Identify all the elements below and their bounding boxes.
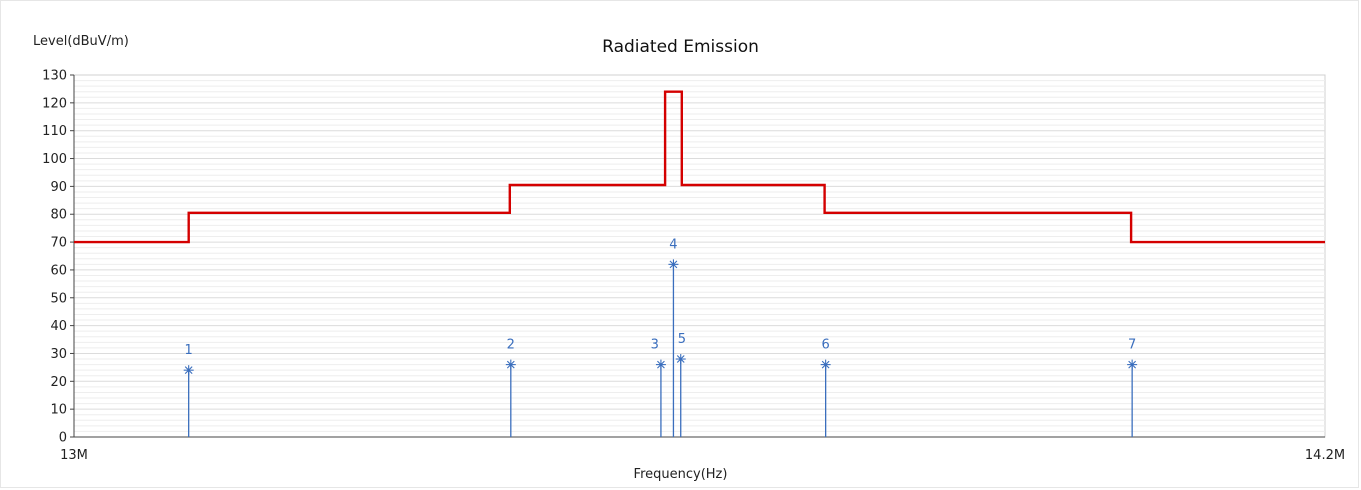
marker-symbol-3 (655, 359, 666, 370)
y-tick-label: 70 (50, 236, 67, 251)
marker-label-7: 7 (1128, 338, 1136, 353)
x-tick-label: 13M (60, 448, 88, 463)
y-tick-label: 0 (59, 431, 67, 446)
marker-layer: 1 2 3 4 5 6 7 (183, 237, 1138, 437)
limit-line (74, 90, 1325, 244)
y-tick-label: 40 (50, 319, 67, 334)
y-tick-label: 130 (42, 69, 67, 84)
y-tick-label: 120 (42, 96, 67, 111)
marker-label-3: 3 (651, 338, 659, 353)
y-tick-label: 30 (50, 347, 67, 362)
axis-layer: 0 10 20 30 40 50 60 70 80 90 100 110 120 130 13M 14.2M (42, 69, 1345, 464)
y-tick-label: 20 (50, 375, 67, 390)
marker-label-6: 6 (822, 338, 830, 353)
marker-symbol-5 (675, 354, 686, 365)
y-tick-label: 80 (50, 208, 67, 223)
x-tick-label: 14.2M (1305, 448, 1345, 463)
limit-layer (74, 90, 1325, 244)
x-axis-label: Frequency(Hz) (633, 467, 728, 482)
y-tick-label: 50 (50, 291, 67, 306)
marker-label-1: 1 (185, 343, 193, 358)
marker-label-5: 5 (678, 332, 686, 347)
chart-title: Radiated Emission (602, 37, 759, 57)
y-tick-label: 60 (50, 263, 67, 278)
marker-symbol-6 (820, 359, 831, 370)
y-tick-label: 10 (50, 403, 67, 418)
grid-layer (73, 74, 1326, 438)
marker-symbol-2 (505, 359, 516, 370)
y-tick-label: 90 (50, 180, 67, 195)
marker-label-2: 2 (507, 338, 515, 353)
plot-area (73, 74, 1326, 438)
marker-label-4: 4 (669, 237, 677, 252)
y-tick-label: 100 (42, 152, 67, 167)
y-tick-label: 110 (42, 124, 67, 139)
marker-symbol-1 (183, 365, 194, 376)
marker-symbol-4 (668, 259, 679, 270)
y-axis-label: Level(dBuV/m) (33, 34, 129, 49)
marker-symbol-7 (1127, 359, 1138, 370)
